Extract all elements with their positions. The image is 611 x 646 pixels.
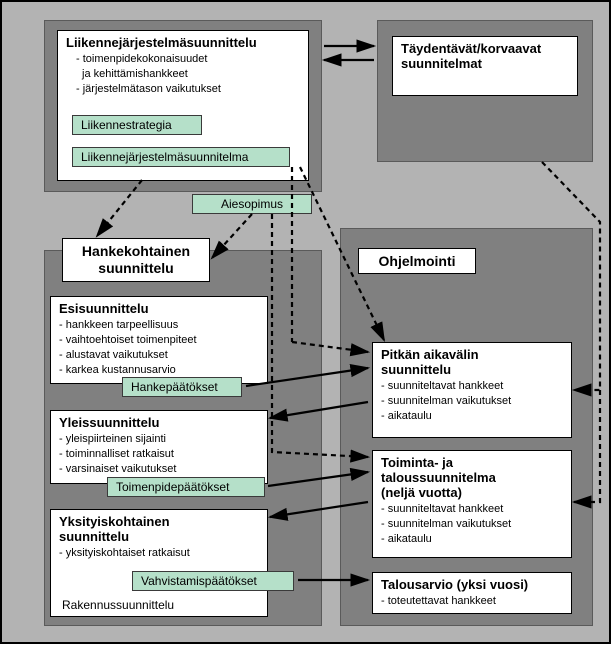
yleis-bullets: - yleispiirteinen sijainti - toiminnalli… [59,432,259,477]
bullet: - yleispiirteinen sijainti [59,432,259,447]
hanke-line1: Hankekohtainen [73,243,199,260]
bullet: - yksityiskohtaiset ratkaisut [59,546,259,561]
tag-liikennejarjsuunn: Liikennejärjestelmäsuunnitelma [72,147,290,167]
box-taydentavat: Täydentävät/korvaavat suunnitelmat [392,36,578,96]
bullet: - toiminnalliset ratkaisut [59,447,259,462]
tag-aiesopimus: Aiesopimus [192,194,312,214]
bullet: - suunnitelman vaikutukset [381,517,563,532]
bullet: - karkea kustannusarvio [59,363,259,378]
yksit-bullets: - yksityiskohtaiset ratkaisut [59,546,259,561]
box-esisuunnittelu: Esisuunnittelu - hankkeen tarpeellisuus … [50,296,268,384]
bullet: - vaihtoehtoiset toimenpiteet [59,333,259,348]
tag-vahvistamispaatokset: Vahvistamispäätökset [132,571,294,591]
box-talousarvio: Talousarvio (yksi vuosi) - toteutettavat… [372,572,572,614]
pitkan-title: Pitkän aikavälin suunnittelu [381,347,563,377]
toiminta-bullets: - suunniteltavat hankkeet - suunnitelman… [381,502,563,547]
header-hankekohtainen: Hankekohtainen suunnittelu [62,238,210,282]
title-liikennejarj: Liikennejärjestelmäsuunnittelu [66,35,300,50]
pitkan-t1: Pitkän aikavälin [381,347,563,362]
diagram-canvas: Liikennejärjestelmäsuunnittelu - toimenp… [0,0,611,644]
tag-liikennestrategia: Liikennestrategia [72,115,202,135]
bullet: - suunniteltavat hankkeet [381,379,563,394]
bullet: - järjestelmätason vaikutukset [76,82,300,97]
talous-t1: Talousarvio (yksi vuosi) [381,577,563,592]
esis-bullets: - hankkeen tarpeellisuus - vaihtoehtoise… [59,318,259,377]
hanke-line2: suunnittelu [73,260,199,277]
toiminta-t2: taloussuunnitelma [381,470,563,485]
bullet: - toimenpidekokonaisuudet [76,52,300,67]
bullet: - alustavat vaikutukset [59,348,259,363]
talous-bullets: - toteutettavat hankkeet [381,594,563,609]
bullet: - suunniteltavat hankkeet [381,502,563,517]
toiminta-t1: Toiminta- ja [381,455,563,470]
toiminta-title: Toiminta- ja taloussuunnitelma (neljä vu… [381,455,563,500]
yleis-title: Yleissuunnittelu [59,415,259,430]
bullet: - hankkeen tarpeellisuus [59,318,259,333]
bullet: - aikataulu [381,409,563,424]
bullet: - aikataulu [381,532,563,547]
taydentavat-line1: Täydentävät/korvaavat [401,41,569,56]
yksit-t1: Yksityiskohtainen [59,514,259,529]
yksit-t2: suunnittelu [59,529,259,544]
box-yleissuunnittelu: Yleissuunnittelu - yleispiirteinen sijai… [50,410,268,484]
toiminta-t3: (neljä vuotta) [381,485,563,500]
bullets-liikennejarj: - toimenpidekokonaisuudet ja kehittämish… [66,52,300,97]
pitkan-t2: suunnittelu [381,362,563,377]
bullet: ja kehittämishankkeet [76,67,300,82]
tag-toimenpidepaatokset: Toimenpidepäätökset [107,477,265,497]
label-rakennussuunnittelu: Rakennussuunnittelu [62,598,174,612]
esis-title: Esisuunnittelu [59,301,259,316]
bullet: - varsinaiset vaikutukset [59,462,259,477]
header-ohjelmointi: Ohjelmointi [358,248,476,274]
taydentavat-line2: suunnitelmat [401,56,569,71]
bullet: - suunnitelman vaikutukset [381,394,563,409]
box-pitkan: Pitkän aikavälin suunnittelu - suunnitel… [372,342,572,438]
yksit-title: Yksityiskohtainen suunnittelu [59,514,259,544]
tag-hankepaatokset: Hankepäätökset [122,377,242,397]
bullet: - toteutettavat hankkeet [381,594,563,609]
pitkan-bullets: - suunniteltavat hankkeet - suunnitelman… [381,379,563,424]
box-toiminta: Toiminta- ja taloussuunnitelma (neljä vu… [372,450,572,558]
